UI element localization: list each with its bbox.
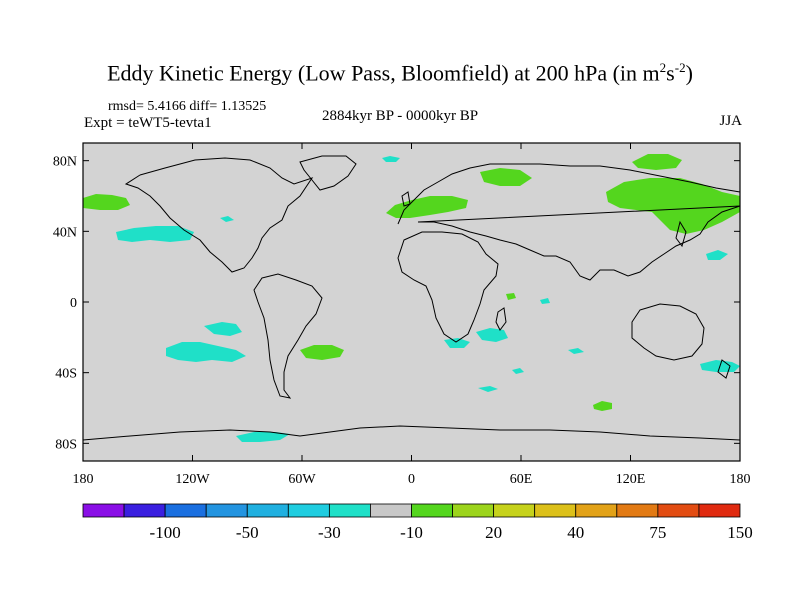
lon-tick-label: 60E (510, 472, 533, 487)
colorbar-swatch (493, 503, 536, 518)
colorbar-swatch (698, 503, 741, 518)
colorbar-label: 150 (727, 523, 753, 542)
stats-label: rmsd= 5.4166 diff= 1.13525 (108, 99, 267, 114)
coast-uk (401, 191, 411, 207)
colorbar-label: 40 (567, 523, 584, 542)
colorbar-swatch (616, 503, 659, 518)
anomaly-north-pacific-west (606, 178, 740, 234)
colorbar-swatch (82, 503, 125, 518)
anomaly-south-pacific-west (204, 322, 242, 336)
colorbar-swatch (205, 503, 248, 518)
coast-japan (675, 220, 687, 248)
lat-tick-label: 80N (53, 155, 77, 170)
figure-title: Eddy Kinetic Energy (Low Pass, Bloomfiel… (107, 60, 693, 86)
anomaly-indian-small (540, 298, 550, 304)
coast-antarctica (82, 425, 741, 441)
anomaly-south-small-1 (478, 386, 498, 392)
colorbar-swatch (411, 503, 453, 518)
lon-tick-label: 180 (730, 472, 751, 487)
colorbar-swatch (287, 503, 330, 518)
coast-north-america (124, 157, 314, 273)
anomaly-south-pacific (166, 342, 246, 362)
colorbar-swatch (534, 503, 577, 518)
colorbar-swatch (370, 503, 412, 518)
lon-tick-label: 180 (73, 472, 94, 487)
colorbar-swatch (246, 503, 289, 518)
lat-tick-label: 40N (53, 225, 77, 240)
coast-madagascar (495, 307, 507, 331)
anomaly-south-atlantic-small (506, 293, 516, 300)
anomaly-south-indian-west (444, 338, 470, 348)
lon-tick-label: 120E (616, 472, 646, 487)
anomaly-arctic-small (382, 156, 400, 162)
lat-tick-label: 80S (55, 437, 77, 452)
lon-tick-label: 0 (408, 472, 415, 487)
colorbar-swatch (657, 503, 700, 518)
anomaly-southern-indian (593, 401, 612, 411)
coast-greenland (299, 155, 357, 191)
colorbar-swatch (575, 503, 618, 518)
coast-australia (631, 303, 705, 361)
longitude-axis: 180 120W 60W 0 60E 120E 180 (73, 143, 751, 487)
colorbar-swatch (164, 503, 207, 518)
anomaly-north-atlantic-west (83, 194, 130, 210)
anomaly-siberia-north (632, 154, 682, 170)
coast-south-america (253, 273, 323, 399)
experiment-label: Expt = teWT5-tevta1 (84, 115, 212, 131)
positive-anomalies (83, 154, 740, 411)
anomaly-south-pacific-small-3 (512, 368, 524, 374)
colorbar-swatch (123, 503, 166, 518)
lat-tick-label: 40S (55, 367, 77, 382)
coastlines (82, 155, 741, 441)
coast-eurasia (397, 163, 741, 281)
colorbar-swatch (452, 503, 495, 518)
latitude-axis: 80N 40N 0 40S 80S (53, 155, 740, 452)
anomaly-south-small-2 (568, 348, 584, 354)
season-label: JJA (719, 113, 742, 129)
negative-anomalies (116, 156, 740, 442)
anomaly-antarctic-pacific (236, 432, 290, 442)
anomaly-central-asia (480, 168, 532, 186)
colorbar-label: 20 (485, 523, 502, 542)
colorbar: -100 -50 -30 -10 20 40 75 150 (82, 503, 753, 542)
colorbar-label: 75 (649, 523, 666, 542)
anomaly-south-atlantic (300, 345, 344, 360)
colorbar-label: -50 (236, 523, 259, 542)
anomaly-north-pacific-central (116, 226, 194, 242)
coast-africa (397, 231, 499, 343)
anomaly-east-asia-small (706, 250, 728, 260)
lat-tick-label: 0 (70, 296, 77, 311)
anomaly-north-atlantic-east (386, 196, 468, 218)
lon-tick-label: 120W (175, 472, 210, 487)
colorbar-label: -30 (318, 523, 341, 542)
lon-tick-label: 60W (288, 472, 316, 487)
period-label: 2884kyr BP - 0000kyr BP (321, 108, 479, 124)
colorbar-label: -100 (150, 523, 181, 542)
colorbar-swatch (328, 503, 371, 518)
anomaly-southern-africa (476, 328, 508, 342)
coast-new-zealand (717, 359, 731, 379)
anomaly-north-pacific-small (220, 216, 234, 222)
colorbar-label: -10 (400, 523, 423, 542)
